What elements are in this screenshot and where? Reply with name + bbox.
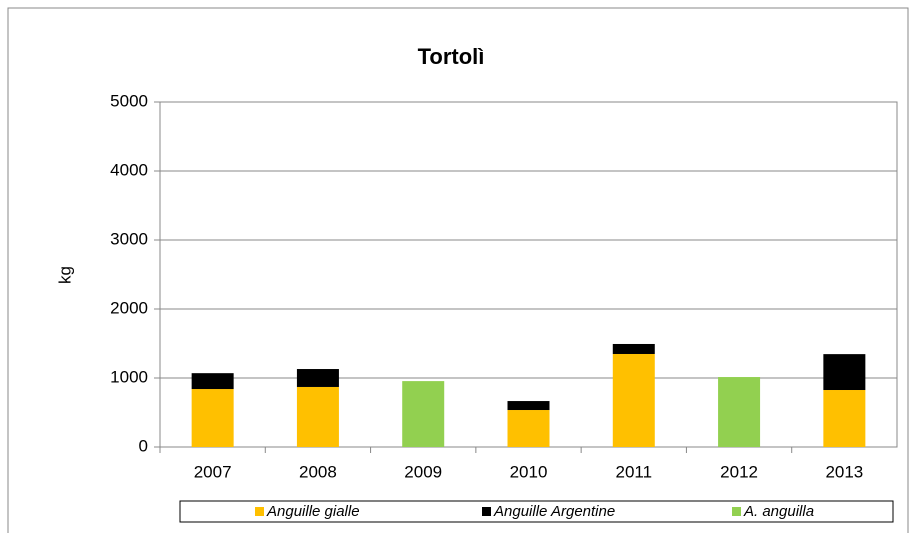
bar-segment — [507, 410, 550, 447]
y-tick-label: 3000 — [110, 229, 148, 248]
x-tick-label: 2009 — [404, 462, 442, 481]
y-tick-label: 0 — [139, 436, 148, 455]
bar-segment — [612, 343, 655, 354]
x-tick-label: 2013 — [825, 462, 863, 481]
bar-segment — [718, 377, 761, 447]
bar-segment — [823, 354, 866, 391]
bar-segment — [507, 401, 550, 411]
legend-swatch — [255, 507, 264, 516]
plot-area — [159, 101, 898, 448]
x-tick-label: 2007 — [194, 462, 232, 481]
legend-label: A. anguilla — [743, 503, 814, 520]
y-axis-label: kg — [55, 266, 74, 284]
x-tick-label: 2008 — [299, 462, 337, 481]
legend-swatch — [482, 507, 491, 516]
x-tick-label: 2011 — [616, 462, 653, 481]
legend-label: Anguille gialle — [266, 503, 360, 520]
y-tick-label: 5000 — [110, 91, 148, 110]
y-tick-label: 1000 — [110, 367, 148, 386]
x-tick-label: 2012 — [720, 462, 758, 481]
frame — [7, 7, 909, 533]
bar-segment — [612, 353, 655, 447]
y-tick-label: 4000 — [110, 160, 148, 179]
chart-title: Tortolì — [418, 44, 485, 69]
bar-segment — [296, 386, 339, 447]
bar-segment — [823, 390, 866, 447]
bar-segment — [402, 381, 445, 447]
bar-segment — [191, 389, 234, 447]
bar-segment — [296, 369, 339, 387]
x-tick-label: 2010 — [510, 462, 548, 481]
y-tick-label: 2000 — [110, 298, 148, 317]
bar-segment — [191, 373, 234, 390]
legend-label: Anguille Argentine — [493, 503, 615, 520]
legend-box — [179, 500, 894, 523]
legend-swatch — [732, 507, 741, 516]
